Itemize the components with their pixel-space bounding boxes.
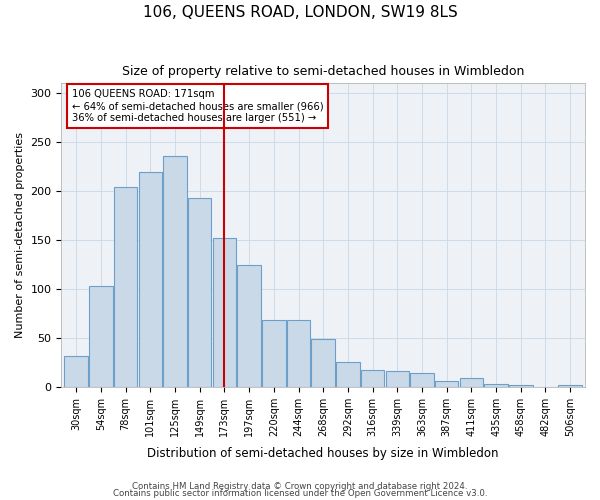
Bar (435, 381, 458, 387)
Bar (386, 371, 409, 387)
Bar (114, 187, 137, 387)
Bar (460, 378, 483, 387)
Bar (139, 172, 162, 387)
Bar (64, 356, 88, 387)
Text: Contains public sector information licensed under the Open Government Licence v3: Contains public sector information licen… (113, 490, 487, 498)
Bar (287, 320, 310, 387)
Bar (559, 385, 582, 387)
Bar (336, 362, 359, 387)
Bar (188, 198, 211, 387)
Title: Size of property relative to semi-detached houses in Wimbledon: Size of property relative to semi-detach… (122, 65, 524, 78)
Bar (410, 373, 434, 387)
Y-axis label: Number of semi-detached properties: Number of semi-detached properties (15, 132, 25, 338)
X-axis label: Distribution of semi-detached houses by size in Wimbledon: Distribution of semi-detached houses by … (148, 447, 499, 460)
Text: Contains HM Land Registry data © Crown copyright and database right 2024.: Contains HM Land Registry data © Crown c… (132, 482, 468, 491)
Bar (89, 286, 113, 387)
Text: 106, QUEENS ROAD, LONDON, SW19 8LS: 106, QUEENS ROAD, LONDON, SW19 8LS (143, 5, 457, 20)
Bar (212, 238, 236, 387)
Bar (262, 320, 286, 387)
Bar (238, 266, 261, 387)
Bar (361, 370, 385, 387)
Bar (311, 339, 335, 387)
Text: 106 QUEENS ROAD: 171sqm
← 64% of semi-detached houses are smaller (966)
36% of s: 106 QUEENS ROAD: 171sqm ← 64% of semi-de… (72, 90, 323, 122)
Bar (163, 156, 187, 387)
Bar (484, 384, 508, 387)
Bar (509, 385, 533, 387)
